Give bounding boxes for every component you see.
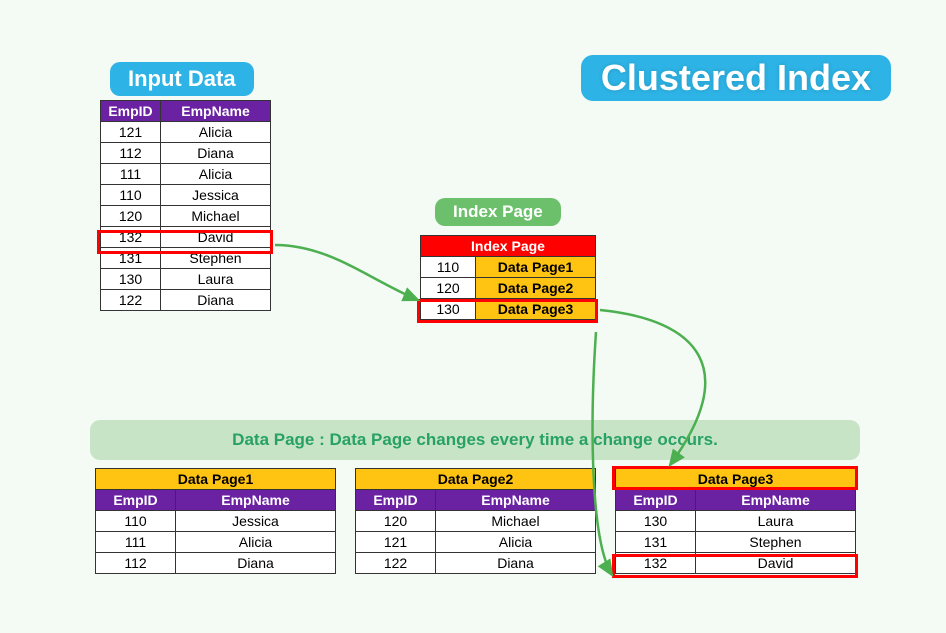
data-page-cell: Michael <box>436 511 596 532</box>
data-page-banner-text: Data Page : Data Page changes every time… <box>232 430 718 450</box>
index-row: 130Data Page3 <box>421 299 596 320</box>
data-page-title: Data Page3 <box>616 469 856 490</box>
input-cell: 122 <box>101 290 161 311</box>
input-table: EmpIDEmpName121Alicia112Diana111Alicia11… <box>100 100 271 311</box>
index-row: 120Data Page2 <box>421 278 596 299</box>
input-data-label: Input Data <box>110 62 254 96</box>
data-page-table-2: Data Page2EmpIDEmpName120Michael121Alici… <box>355 468 596 574</box>
input-cell: 120 <box>101 206 161 227</box>
index-cell: Data Page3 <box>476 299 596 320</box>
data-page-cell: Alicia <box>436 532 596 553</box>
input-cell: 131 <box>101 248 161 269</box>
input-col-empid: EmpID <box>101 101 161 122</box>
input-cell: 110 <box>101 185 161 206</box>
data-page-cell: 121 <box>356 532 436 553</box>
data-page-title: Data Page2 <box>356 469 596 490</box>
data-page-col: EmpName <box>176 490 336 511</box>
data-page-cell: Stephen <box>696 532 856 553</box>
data-page-cell: Jessica <box>176 511 336 532</box>
data-page-cell: Laura <box>696 511 856 532</box>
input-cell: 111 <box>101 164 161 185</box>
input-cell: Alicia <box>161 164 271 185</box>
arrow-input-to-index <box>275 245 418 300</box>
input-cell: 130 <box>101 269 161 290</box>
input-col-empname: EmpName <box>161 101 271 122</box>
index-cell: Data Page1 <box>476 257 596 278</box>
index-cell: 130 <box>421 299 476 320</box>
data-page-cell: David <box>696 553 856 574</box>
data-page-cell: 112 <box>96 553 176 574</box>
data-page-row: 110Jessica <box>96 511 336 532</box>
data-page-col: EmpID <box>356 490 436 511</box>
data-page-row: 111Alicia <box>96 532 336 553</box>
data-page-row: 132David <box>616 553 856 574</box>
input-row: 122Diana <box>101 290 271 311</box>
input-row: 131Stephen <box>101 248 271 269</box>
input-cell: Alicia <box>161 122 271 143</box>
data-page-col: EmpName <box>696 490 856 511</box>
input-cell: Diana <box>161 290 271 311</box>
input-row: 120Michael <box>101 206 271 227</box>
data-page-cell: 120 <box>356 511 436 532</box>
index-cell: 110 <box>421 257 476 278</box>
input-cell: Michael <box>161 206 271 227</box>
data-page-table-1: Data Page1EmpIDEmpName110Jessica111Alici… <box>95 468 336 574</box>
input-cell: Laura <box>161 269 271 290</box>
data-page-cell: Diana <box>436 553 596 574</box>
data-page-cell: 110 <box>96 511 176 532</box>
data-page-col: EmpID <box>616 490 696 511</box>
index-table: Index Page110Data Page1120Data Page2130D… <box>420 235 596 320</box>
page-title: Clustered Index <box>581 55 891 101</box>
input-cell: Diana <box>161 143 271 164</box>
input-cell: 121 <box>101 122 161 143</box>
input-cell: Jessica <box>161 185 271 206</box>
data-page-table-3: Data Page3EmpIDEmpName130Laura131Stephen… <box>615 468 856 574</box>
input-cell: 112 <box>101 143 161 164</box>
data-page-title: Data Page1 <box>96 469 336 490</box>
data-page-cell: 130 <box>616 511 696 532</box>
data-page-col: EmpID <box>96 490 176 511</box>
input-row: 130Laura <box>101 269 271 290</box>
data-page-row: 121Alicia <box>356 532 596 553</box>
input-row: 111Alicia <box>101 164 271 185</box>
input-row: 112Diana <box>101 143 271 164</box>
data-page-row: 130Laura <box>616 511 856 532</box>
data-page-cell: 132 <box>616 553 696 574</box>
data-page-row: 112Diana <box>96 553 336 574</box>
input-cell: Stephen <box>161 248 271 269</box>
data-page-cell: Diana <box>176 553 336 574</box>
input-cell: David <box>161 227 271 248</box>
input-row: 132David <box>101 227 271 248</box>
data-page-cell: 111 <box>96 532 176 553</box>
data-page-cell: 122 <box>356 553 436 574</box>
index-row: 110Data Page1 <box>421 257 596 278</box>
index-page-label-text: Index Page <box>453 202 543 221</box>
data-page-banner: Data Page : Data Page changes every time… <box>90 420 860 460</box>
input-row: 121Alicia <box>101 122 271 143</box>
data-page-row: 131Stephen <box>616 532 856 553</box>
data-page-col: EmpName <box>436 490 596 511</box>
data-page-row: 120Michael <box>356 511 596 532</box>
index-page-label: Index Page <box>435 198 561 226</box>
index-table-title: Index Page <box>421 236 596 257</box>
data-page-cell: Alicia <box>176 532 336 553</box>
data-page-cell: 131 <box>616 532 696 553</box>
input-cell: 132 <box>101 227 161 248</box>
data-page-row: 122Diana <box>356 553 596 574</box>
index-cell: 120 <box>421 278 476 299</box>
input-row: 110Jessica <box>101 185 271 206</box>
input-data-label-text: Input Data <box>128 66 236 91</box>
page-title-text: Clustered Index <box>601 57 871 98</box>
index-cell: Data Page2 <box>476 278 596 299</box>
